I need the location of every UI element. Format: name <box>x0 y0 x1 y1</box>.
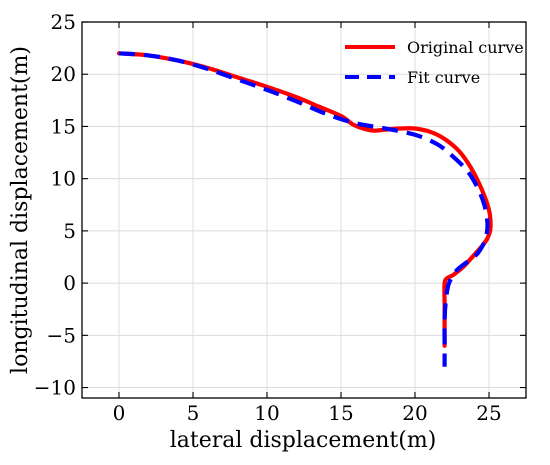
x-tick-label: 10 <box>254 401 279 425</box>
plot-frame <box>81 21 527 399</box>
x-tick-label: 0 <box>113 401 126 425</box>
x-tick-labels: 0 5 10 15 20 25 <box>113 401 502 425</box>
legend-label-original: Original curve <box>407 38 524 57</box>
x-tick-label: 15 <box>328 401 353 425</box>
series-line-original-curve <box>116 51 493 348</box>
y-tick-labels: −10 −5 0 5 10 15 20 25 <box>34 10 76 400</box>
series-line-fit-curve <box>118 51 490 367</box>
x-axis-title: lateral displacement(m) <box>170 428 437 453</box>
y-tick-label: 10 <box>51 167 76 191</box>
x-tick-label: 25 <box>476 401 501 425</box>
ticks <box>82 21 526 398</box>
y-tick-label: 15 <box>51 114 76 138</box>
y-tick-label: 5 <box>63 219 76 243</box>
y-axis-title: longitudinal displacement(m) <box>8 46 33 374</box>
y-tick-label: −5 <box>47 323 76 347</box>
legend: Original curve Fit curve <box>345 38 524 87</box>
x-tick-label: 5 <box>187 401 200 425</box>
series-layer <box>116 51 493 367</box>
y-tick-label: −10 <box>34 376 76 400</box>
legend-label-fit: Fit curve <box>407 68 480 87</box>
y-tick-label: 25 <box>51 10 76 34</box>
y-tick-label: 20 <box>51 62 76 86</box>
x-tick-label: 20 <box>402 401 427 425</box>
y-tick-label: 0 <box>63 271 76 295</box>
